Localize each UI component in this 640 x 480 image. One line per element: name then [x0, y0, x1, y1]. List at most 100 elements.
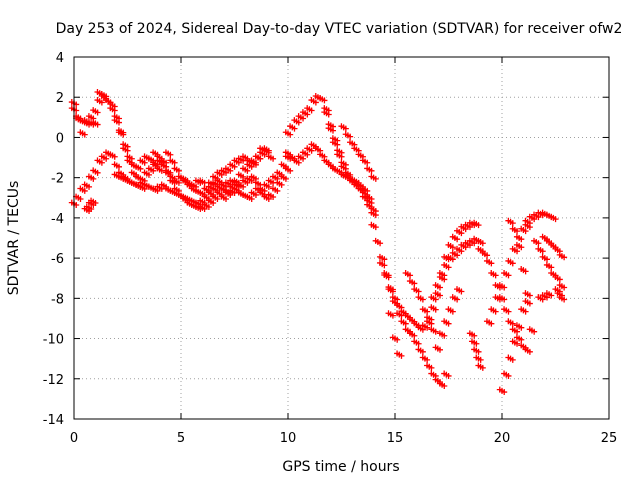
data-point [261, 187, 268, 194]
data-point [171, 159, 178, 166]
data-point [325, 111, 332, 118]
data-point [145, 171, 152, 178]
data-point [437, 284, 443, 291]
series-track-o [402, 270, 439, 335]
data-point [389, 312, 396, 319]
data-point [509, 356, 516, 363]
series-track-j [321, 109, 375, 202]
data-point [210, 185, 217, 192]
data-point [210, 200, 217, 206]
data-point [415, 340, 422, 347]
data-point [368, 167, 375, 174]
data-point [205, 204, 212, 211]
data-point [364, 187, 371, 194]
data-point [432, 328, 439, 335]
data-point [330, 127, 336, 134]
x-axis-label: GPS time / hours [282, 459, 399, 475]
data-point [274, 175, 281, 182]
data-point [287, 131, 294, 138]
x-tick-label: 0 [70, 431, 78, 446]
data-point [458, 230, 465, 237]
data-point [526, 348, 533, 355]
series-track-y [539, 233, 568, 261]
data-point [522, 268, 529, 275]
data-point [257, 155, 264, 162]
y-tick-label: -14 [43, 413, 64, 428]
data-point [295, 119, 302, 126]
data-point [107, 99, 114, 106]
data-point [432, 306, 439, 313]
data-point [128, 155, 135, 162]
data-point [522, 308, 529, 315]
x-tick-label: 5 [177, 431, 185, 446]
data-point [385, 274, 392, 281]
data-point [518, 236, 525, 243]
data-point [364, 159, 371, 166]
data-point [240, 183, 247, 190]
data-point [505, 272, 512, 279]
axis-ticks: 0 5 10 15 20 25 -14 -12 -10 -8 -6 -4 -2 0 2 4 [43, 51, 618, 446]
series-track-s [483, 221, 533, 327]
data-point [526, 220, 533, 227]
series-track-x [531, 237, 568, 291]
data-point [526, 300, 533, 307]
data-point [561, 296, 568, 303]
data-point [124, 143, 131, 150]
data-point [552, 216, 559, 223]
data-point [141, 185, 148, 192]
data-point [407, 272, 414, 279]
y-tick-label: -6 [51, 252, 64, 267]
data-point [505, 372, 512, 379]
data-point [278, 171, 285, 178]
data-point [471, 332, 478, 339]
data-point [300, 115, 307, 122]
data-point [98, 159, 105, 166]
data-point [389, 286, 396, 293]
data-point [287, 167, 294, 174]
data-point [231, 163, 238, 170]
data-point [265, 147, 272, 154]
x-tick-label: 10 [280, 431, 297, 446]
data-point [291, 125, 298, 132]
data-point [244, 167, 251, 174]
data-marks [68, 89, 568, 396]
data-point [368, 204, 375, 211]
data-point [402, 320, 409, 327]
data-point [231, 185, 238, 192]
data-point [535, 240, 542, 247]
series-track-r [475, 245, 533, 355]
data-point [372, 175, 379, 182]
data-point [445, 256, 452, 263]
data-point [265, 183, 272, 190]
chart-title: Day 253 of 2024, Sidereal Day-to-day VTE… [56, 21, 623, 37]
data-point [394, 296, 401, 303]
y-tick-label: -10 [43, 333, 64, 348]
data-point [88, 206, 95, 213]
x-tick-label: 20 [494, 431, 511, 446]
data-point [449, 244, 456, 251]
data-point [171, 179, 178, 186]
data-point [338, 153, 345, 160]
y-tick-label: -12 [43, 373, 64, 388]
data-point [120, 131, 127, 138]
data-point [141, 177, 148, 184]
data-point [321, 97, 328, 104]
data-point [150, 167, 157, 174]
data-point [432, 296, 439, 303]
data-point [428, 364, 435, 371]
data-point [223, 195, 229, 202]
data-point [274, 187, 281, 194]
data-point [270, 155, 277, 162]
data-point [561, 254, 568, 261]
data-point [90, 115, 97, 122]
data-point [424, 356, 431, 363]
data-point [445, 320, 452, 327]
y-tick-label: -8 [51, 292, 64, 307]
data-point [477, 356, 484, 363]
data-point [398, 352, 405, 359]
data-point [473, 340, 480, 347]
data-point [308, 107, 315, 114]
data-point [509, 220, 516, 227]
data-point [381, 262, 388, 269]
